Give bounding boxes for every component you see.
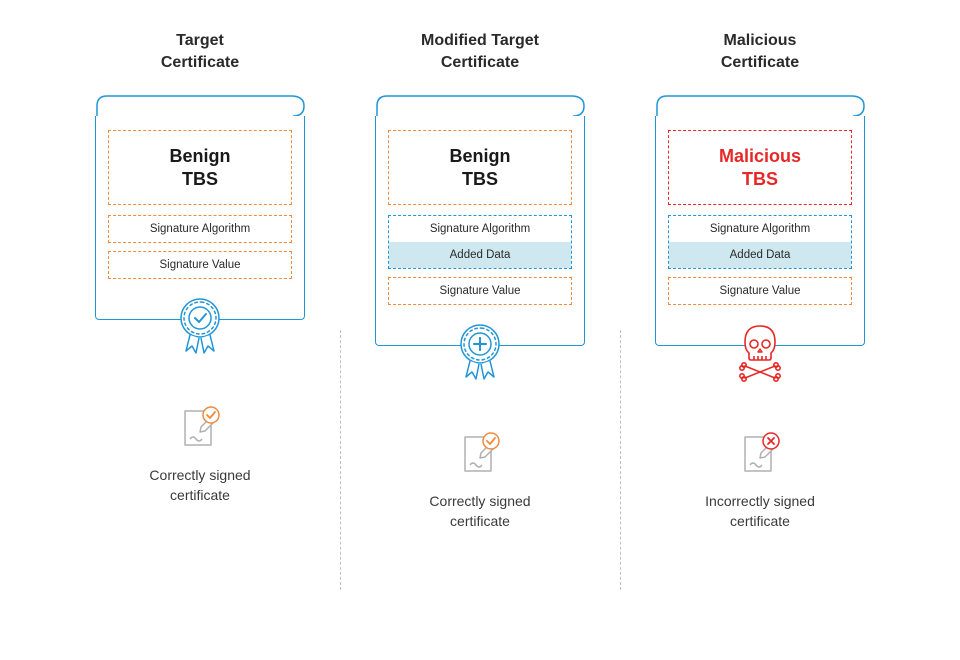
certificate-curl-top <box>655 94 865 116</box>
signature-algorithm-row: Signature Algorithm <box>669 216 851 242</box>
column-malicious: MaliciousCertificate MaliciousTBS Signat… <box>620 30 900 531</box>
diagram-container: TargetCertificate BenignTBS Signature Al… <box>60 30 900 531</box>
caption: Incorrectly signedcertificate <box>705 492 815 531</box>
caption: Correctly signedcertificate <box>429 492 530 531</box>
combined-sig-box: Signature Algorithm Added Data <box>388 215 572 269</box>
signed-doc-icon <box>457 430 503 478</box>
certificate-body: BenignTBS Signature Algorithm Added Data… <box>375 116 585 346</box>
combined-sig-box: Signature Algorithm Added Data <box>668 215 852 269</box>
signature-algorithm-row: Signature Algorithm <box>389 216 571 242</box>
added-data-row: Added Data <box>669 242 851 268</box>
signed-doc-icon <box>177 404 223 452</box>
skull-icon <box>733 322 787 382</box>
certificate: BenignTBS Signature Algorithm Added Data… <box>375 94 585 346</box>
added-data-row: Added Data <box>389 242 571 268</box>
signature-value-box: Signature Value <box>108 251 292 279</box>
certificate-curl-top <box>95 94 305 116</box>
column-title: Modified TargetCertificate <box>421 30 539 74</box>
signature-algorithm-box: Signature Algorithm <box>108 215 292 243</box>
column-target: TargetCertificate BenignTBS Signature Al… <box>60 30 340 531</box>
certificate-curl-top <box>375 94 585 116</box>
seal-icon <box>453 322 507 382</box>
signature-value-box: Signature Value <box>388 277 572 305</box>
caption: Correctly signedcertificate <box>149 466 250 505</box>
column-modified: Modified TargetCertificate BenignTBS Sig… <box>340 30 620 531</box>
signed-doc-invalid-icon <box>737 430 783 478</box>
certificate-body: MaliciousTBS Signature Algorithm Added D… <box>655 116 865 346</box>
tbs-box: BenignTBS <box>388 130 572 205</box>
certificate-body: BenignTBS Signature Algorithm Signature … <box>95 116 305 320</box>
signature-value-box: Signature Value <box>668 277 852 305</box>
certificate: MaliciousTBS Signature Algorithm Added D… <box>655 94 865 346</box>
tbs-box: BenignTBS <box>108 130 292 205</box>
tbs-box-malicious: MaliciousTBS <box>668 130 852 205</box>
seal-icon <box>173 296 227 356</box>
column-title: TargetCertificate <box>161 30 239 74</box>
column-title: MaliciousCertificate <box>721 30 799 74</box>
certificate: BenignTBS Signature Algorithm Signature … <box>95 94 305 320</box>
